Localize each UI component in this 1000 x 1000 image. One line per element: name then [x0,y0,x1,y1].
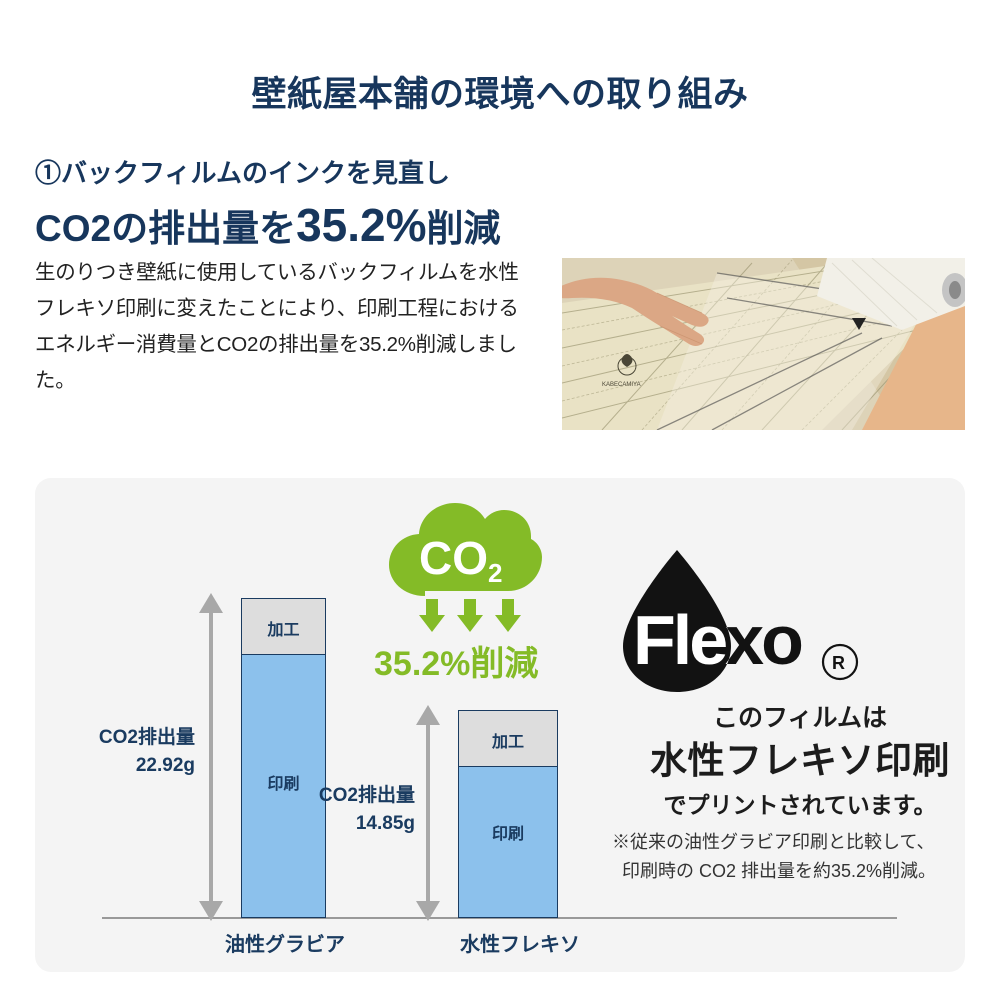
svg-text:KABECAMIYA: KABECAMIYA [602,382,641,388]
svg-text:R: R [832,653,845,673]
